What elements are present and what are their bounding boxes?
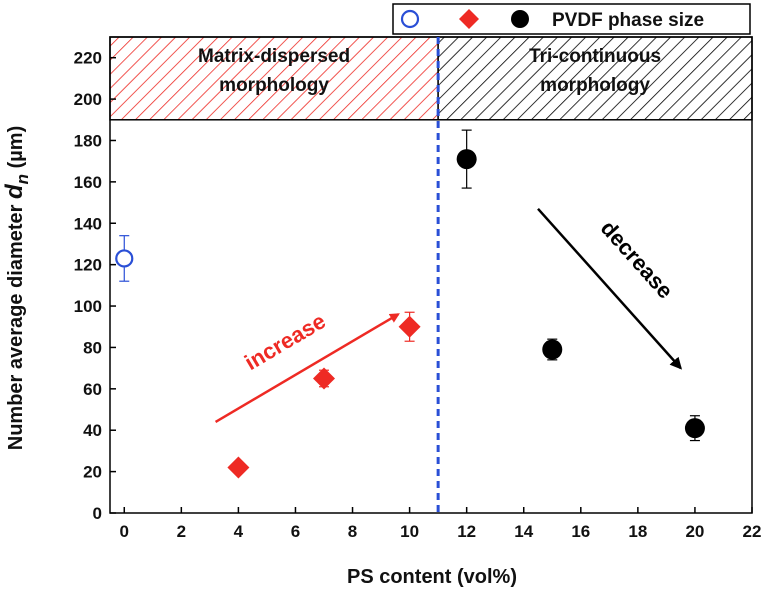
data-point-diamond	[313, 367, 335, 390]
y-tick-label: 220	[74, 49, 102, 68]
data-point-open-circle	[115, 249, 134, 268]
data-point-filled-circle	[456, 149, 477, 170]
x-tick-label: 8	[348, 522, 357, 541]
x-tick-label: 2	[177, 522, 186, 541]
region-layer	[109, 36, 753, 121]
y-tick-label: 20	[83, 463, 102, 482]
data-point-filled-circle	[684, 418, 705, 439]
x-tick-label: 18	[628, 522, 647, 541]
x-tick-label: 22	[743, 522, 762, 541]
plot-frame	[109, 36, 753, 514]
data-marks-layer	[115, 129, 705, 479]
x-tick-label: 14	[514, 522, 533, 541]
y-axis-title-subscript: n	[13, 174, 32, 184]
y-tick-label: 200	[74, 90, 102, 109]
legend-open-circle-marker	[400, 9, 420, 29]
y-axis-title: Number average diameter dn (µm)	[1, 126, 32, 450]
y-tick-label: 40	[83, 421, 102, 440]
legend-filled-circle-marker	[511, 10, 529, 28]
x-tick-label: 6	[291, 522, 300, 541]
y-axis-title-symbol: d	[1, 183, 28, 199]
y-tick-label: 60	[83, 380, 102, 399]
legend-diamond-marker	[459, 9, 479, 29]
legend-label: PVDF phase size	[552, 10, 704, 31]
annotation-increase: increase	[240, 308, 330, 375]
legend-box	[392, 3, 751, 35]
data-point-filled-circle	[542, 339, 563, 360]
y-tick-label: 140	[74, 214, 102, 233]
x-tick-label: 10	[400, 522, 419, 541]
data-point-diamond	[398, 315, 421, 338]
y-tick-label: 100	[74, 297, 102, 316]
x-tick-label: 12	[457, 522, 476, 541]
region-label-matrix-dispersed-morphology: morphology	[219, 75, 329, 96]
axes-layer: 0 2 4 6 8 10 12 14 16 18 20 22020406080100120140160…	[74, 36, 762, 541]
x-tick-label: 20	[685, 522, 704, 541]
region-label-tri-continuous: Tri-continuous	[529, 46, 661, 67]
y-tick-label: 180	[74, 131, 102, 150]
x-tick-label: 4	[234, 522, 244, 541]
y-tick-label: 160	[74, 173, 102, 192]
increase-arrow	[214, 313, 400, 424]
y-axis-title-main: Number average diameter	[5, 199, 27, 450]
region-label-tri-continuous-morphology: morphology	[540, 75, 650, 96]
region-label-matrix-dispersed: Matrix-dispersed	[198, 46, 350, 67]
x-axis-title: PS content (vol%)	[347, 566, 517, 588]
x-tick-label: 0	[120, 522, 129, 541]
legend: PVDF phase size	[392, 3, 751, 35]
region-hatch-0	[109, 36, 439, 121]
annotation-decrease: decrease	[596, 216, 678, 304]
data-point-diamond	[227, 456, 250, 479]
x-tick-label: 16	[571, 522, 590, 541]
decrease-arrow	[537, 207, 683, 370]
y-tick-label: 80	[83, 338, 102, 357]
y-tick-label: 0	[93, 504, 102, 523]
y-axis-title-unit: (µm)	[5, 126, 27, 174]
y-tick-label: 120	[74, 256, 102, 275]
